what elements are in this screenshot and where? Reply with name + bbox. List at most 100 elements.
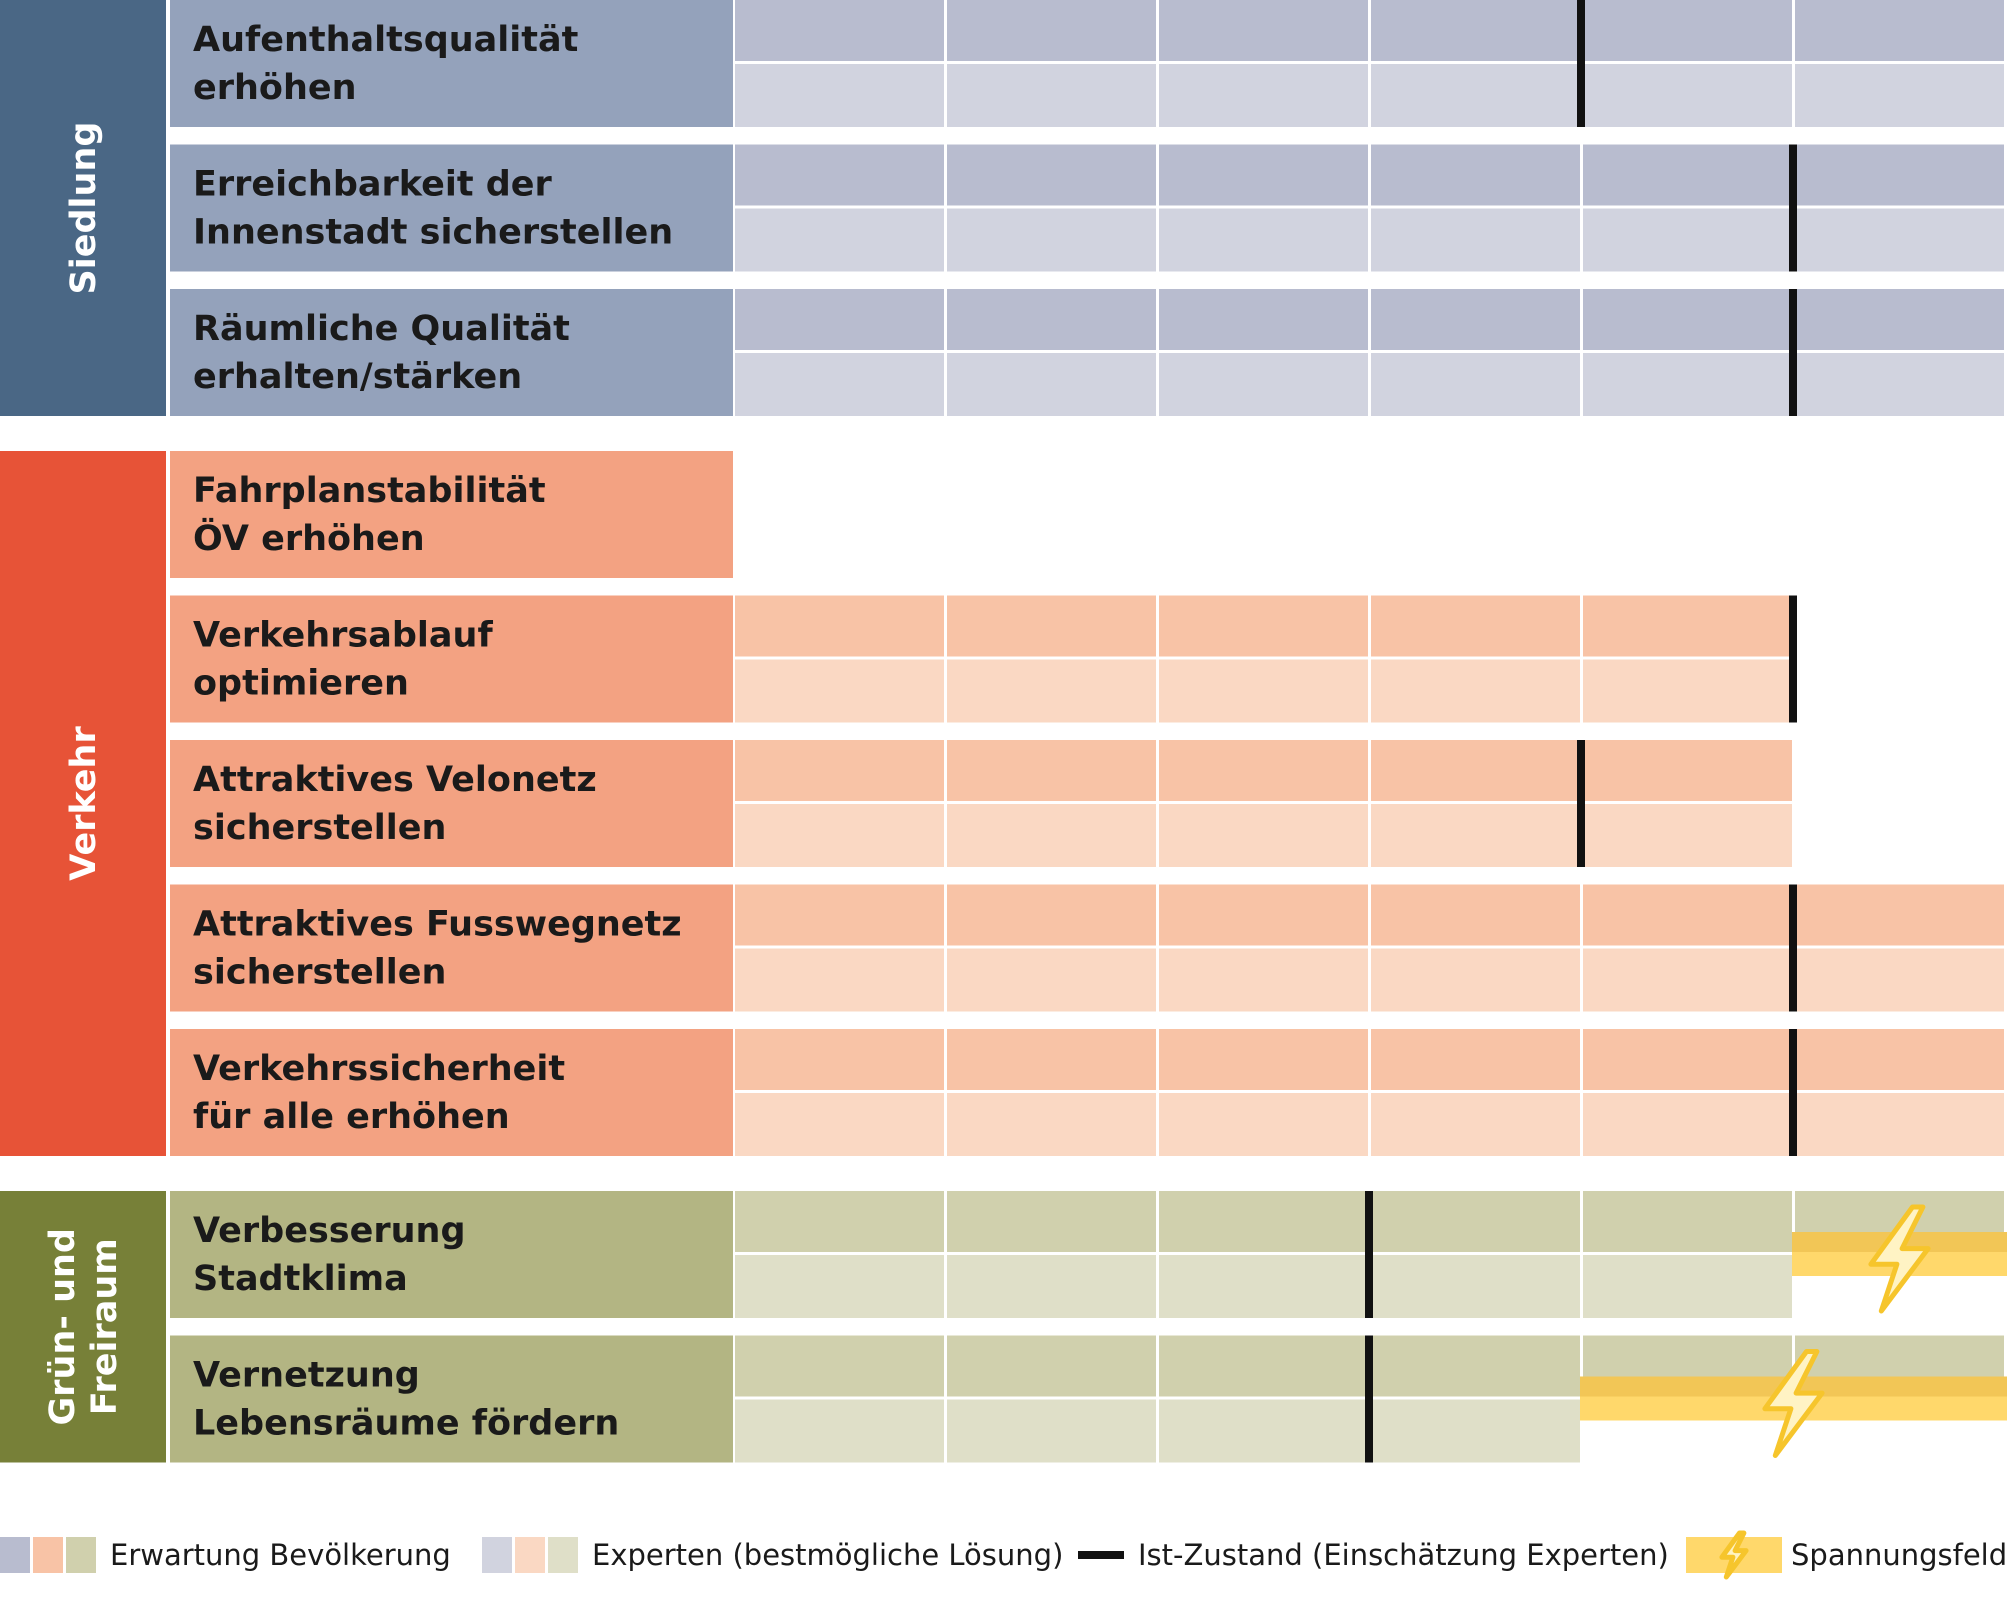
expert-bar-step bbox=[1159, 208, 1368, 272]
goal-label-cell bbox=[170, 1191, 733, 1318]
expectation-bar-step bbox=[1795, 144, 2004, 206]
group-0: Siedlung Aufenthaltsqualität erhöhen Erreic… bbox=[0, 0, 2004, 416]
expectation-bar-step bbox=[735, 289, 944, 350]
goal-label-cell bbox=[170, 451, 733, 578]
expert-bar-step bbox=[1583, 948, 1792, 1012]
expert-bar-step bbox=[947, 1255, 1156, 1318]
ist-marker bbox=[1789, 144, 1797, 272]
legend-item-expert: Experten (bestmögliche Lösung) bbox=[482, 1537, 1063, 1573]
legend-swatch bbox=[548, 1537, 578, 1573]
ist-marker bbox=[1789, 289, 1797, 416]
goal-label-line: sicherstellen bbox=[193, 808, 446, 848]
expert-bar-step bbox=[1795, 1093, 2004, 1156]
legend-lightning-icon bbox=[1719, 1530, 1749, 1580]
expert-bar-step bbox=[947, 1093, 1156, 1156]
expectation-bar-step bbox=[1583, 1029, 1792, 1090]
chart-body: Siedlung Aufenthaltsqualität erhöhen Erreic… bbox=[0, 0, 2007, 1463]
expectation-bar-step bbox=[1371, 1029, 1580, 1090]
goal-row: Verkehrsablauf optimieren bbox=[170, 595, 1797, 723]
group-1: Verkehr Fahrplanstabilität ÖV erhöhen Verke… bbox=[0, 451, 2004, 1156]
goal-label-line: Erreichbarkeit der bbox=[193, 165, 553, 205]
expectation-bar-step bbox=[947, 1335, 1156, 1397]
goal-label-line: Verkehrssicherheit bbox=[193, 1049, 565, 1089]
expectation-bar-step bbox=[735, 595, 944, 657]
goal-label-line: für alle erhöhen bbox=[193, 1097, 510, 1137]
expert-bar-step bbox=[1159, 1399, 1368, 1463]
category-band bbox=[0, 0, 166, 416]
goal-label-line: Verkehrsablauf bbox=[193, 616, 493, 656]
expectation-bar-step bbox=[735, 144, 944, 206]
goal-label-line: optimieren bbox=[193, 664, 409, 704]
expectation-bar-step bbox=[947, 0, 1156, 61]
goal-label-line: Verbesserung bbox=[193, 1211, 466, 1251]
expert-bar-step bbox=[947, 64, 1156, 127]
legend-item-expectation: Erwartung Bevölkerung bbox=[0, 1537, 451, 1573]
expert-bar-step bbox=[1159, 1093, 1368, 1156]
expectation-bar-step bbox=[1795, 289, 2004, 350]
goal-label-line: sicherstellen bbox=[193, 953, 446, 993]
expert-bar-step bbox=[1159, 948, 1368, 1012]
expert-bar-step bbox=[735, 1093, 944, 1156]
goal-label-line: Attraktives Velonetz bbox=[193, 760, 597, 800]
ist-marker bbox=[1789, 1029, 1797, 1156]
goal-label: Verkehrsablauf optimieren bbox=[193, 616, 493, 704]
goal-label-line: Aufenthaltsqualität bbox=[193, 20, 578, 60]
expectation-bar-step bbox=[1371, 0, 1580, 61]
expert-bar-step bbox=[1371, 64, 1580, 127]
category-band bbox=[0, 451, 166, 1156]
expectation-bar-step bbox=[1159, 884, 1368, 946]
expert-bar-step bbox=[735, 1255, 944, 1318]
expectation-bar-step bbox=[1795, 1029, 2004, 1090]
expectation-bar-step bbox=[735, 740, 944, 801]
expectation-bar-step bbox=[1159, 1029, 1368, 1090]
expert-bar-step bbox=[1795, 353, 2004, 416]
lightning-icon bbox=[1868, 1204, 1931, 1314]
goal-label-line: Attraktives Fusswegnetz bbox=[193, 905, 682, 945]
expectation-bar-step bbox=[1583, 1191, 1792, 1252]
expectation-bar-step bbox=[1583, 740, 1792, 801]
expert-bar-step bbox=[735, 208, 944, 272]
goal-label-line: Vernetzung bbox=[193, 1356, 420, 1396]
expert-bar-step bbox=[1371, 1255, 1580, 1318]
goal-row: Attraktives Velonetz sicherstellen bbox=[170, 740, 1792, 867]
expectation-bar-step bbox=[947, 884, 1156, 946]
expert-bar-step bbox=[1159, 1255, 1368, 1318]
legend: Erwartung Bevölkerung Experten (bestmögli… bbox=[0, 1530, 2007, 1580]
expert-bar-step bbox=[947, 804, 1156, 867]
expert-bar-step bbox=[1371, 208, 1580, 272]
ist-marker bbox=[1789, 884, 1797, 1012]
ist-marker bbox=[1577, 0, 1585, 127]
expectation-bar-step bbox=[735, 1191, 944, 1252]
expectation-bar-step bbox=[1371, 1335, 1580, 1397]
expert-bar-step bbox=[1583, 208, 1792, 272]
goal-label-line: erhöhen bbox=[193, 68, 357, 108]
expectation-bar-step bbox=[1159, 1191, 1368, 1252]
goal-label-cell bbox=[170, 595, 733, 723]
legend-label: Spannungsfeld bbox=[1791, 1538, 2007, 1572]
goal-row: Verkehrssicherheit für alle erhöhen bbox=[170, 1029, 2004, 1156]
goal-label: Attraktives Velonetz sicherstellen bbox=[193, 760, 597, 848]
expert-bar-step bbox=[1371, 948, 1580, 1012]
expectation-bar-step bbox=[1583, 595, 1792, 657]
expectation-bar-step bbox=[1371, 740, 1580, 801]
expectation-bar-step bbox=[1159, 144, 1368, 206]
expectation-bar-step bbox=[1583, 144, 1792, 206]
goal-label-cell bbox=[170, 1335, 733, 1463]
expectation-bar-step bbox=[1159, 740, 1368, 801]
expert-bar-step bbox=[947, 1399, 1156, 1463]
expectation-bar-step bbox=[1583, 0, 1792, 61]
expectation-bar-step bbox=[947, 144, 1156, 206]
category-label: Grün- undFreiraum bbox=[43, 1228, 125, 1425]
expectation-bar-step bbox=[735, 1029, 944, 1090]
category-band bbox=[0, 1191, 166, 1463]
expert-bar-step bbox=[1371, 659, 1580, 723]
category-label-line: Freiraum bbox=[85, 1238, 125, 1415]
goal-label-line: Fahrplanstabilität bbox=[193, 471, 546, 511]
ist-marker bbox=[1577, 740, 1585, 867]
goal-label: Attraktives Fusswegnetz sicherstellen bbox=[193, 905, 682, 993]
expert-bar-step bbox=[947, 948, 1156, 1012]
category-label: Verkehr bbox=[64, 726, 104, 881]
goal-label: Verbesserung Stadtklima bbox=[193, 1211, 466, 1299]
expectation-bar-step bbox=[1371, 884, 1580, 946]
goal-label-cell bbox=[170, 1029, 733, 1156]
